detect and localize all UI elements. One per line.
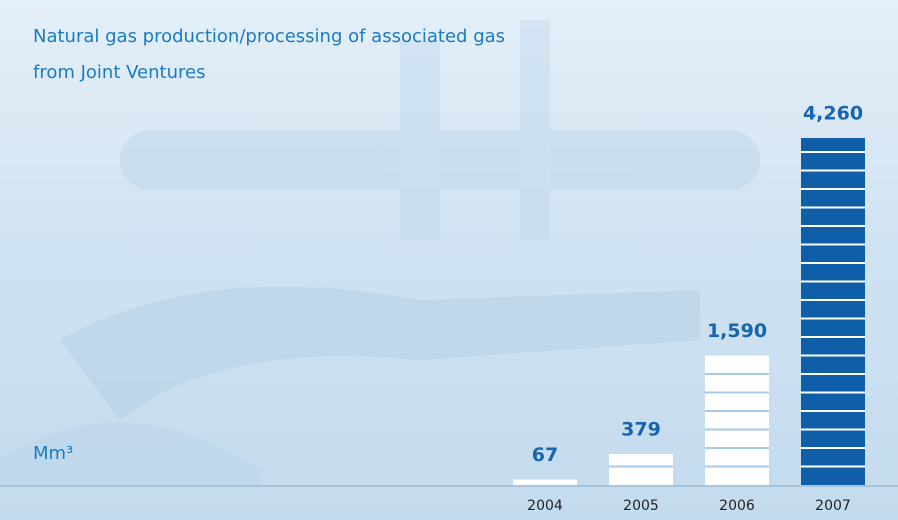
- x-tick-label: 2004: [527, 498, 563, 514]
- value-label: 379: [621, 419, 661, 441]
- x-tick-label: 2006: [719, 498, 755, 514]
- bar: [609, 454, 673, 485]
- bar: [801, 138, 865, 485]
- chart-title: Natural gas production/processing of ass…: [33, 26, 505, 47]
- chart-title: from Joint Ventures: [33, 62, 205, 83]
- value-label: 1,590: [707, 320, 767, 342]
- x-tick-label: 2005: [623, 498, 659, 514]
- x-tick-label: 2007: [815, 498, 851, 514]
- bar: [705, 355, 769, 485]
- value-label: 4,260: [803, 103, 863, 125]
- bar: [513, 479, 577, 485]
- value-label: 67: [532, 444, 558, 466]
- background-photo: [0, 20, 760, 486]
- unit-label: Mm³: [33, 443, 73, 464]
